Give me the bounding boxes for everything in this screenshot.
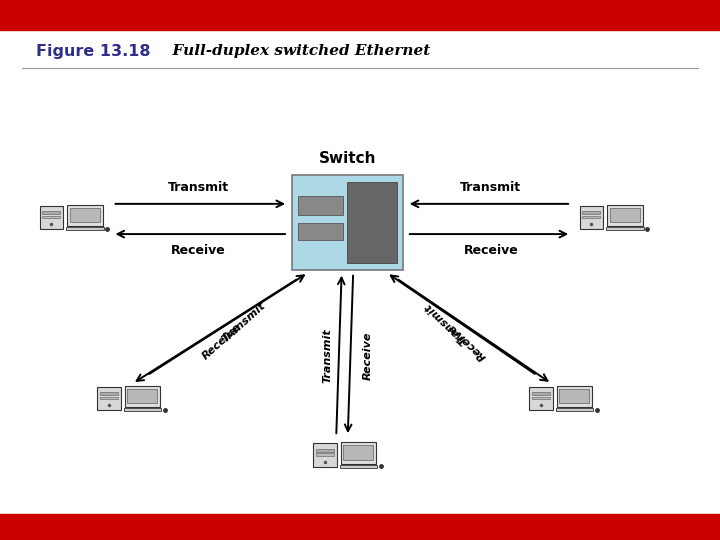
Bar: [341, 442, 376, 464]
Bar: [559, 389, 590, 403]
Bar: [292, 176, 403, 270]
Bar: [582, 215, 600, 218]
Text: Receive: Receive: [464, 244, 518, 257]
Bar: [557, 386, 593, 407]
Bar: [127, 389, 158, 403]
Bar: [556, 408, 593, 411]
Bar: [606, 227, 644, 230]
Bar: [582, 211, 600, 214]
Bar: [532, 392, 550, 395]
Bar: [97, 387, 120, 410]
Text: Transmit: Transmit: [460, 181, 521, 194]
Text: Transmit: Transmit: [323, 328, 332, 383]
Text: Transmit: Transmit: [168, 181, 229, 194]
Bar: [343, 446, 374, 460]
Text: Receive: Receive: [363, 332, 372, 380]
Text: Receive: Receive: [171, 244, 226, 257]
Text: Transmit: Transmit: [220, 301, 267, 345]
Bar: [67, 205, 103, 226]
Text: Switch: Switch: [319, 151, 376, 166]
Bar: [40, 206, 63, 230]
Bar: [66, 227, 104, 230]
Bar: [340, 465, 377, 468]
Bar: [124, 408, 161, 411]
Bar: [313, 443, 336, 467]
Bar: [100, 392, 118, 395]
Bar: [529, 387, 552, 410]
Bar: [298, 222, 343, 240]
Text: Receive: Receive: [201, 322, 243, 362]
Bar: [348, 182, 397, 264]
Text: Receive: Receive: [446, 321, 488, 362]
Bar: [100, 396, 118, 399]
Bar: [70, 208, 100, 222]
Bar: [42, 211, 60, 214]
Bar: [42, 215, 60, 218]
Bar: [532, 396, 550, 399]
Text: Figure 13.18: Figure 13.18: [36, 44, 150, 59]
Bar: [607, 205, 642, 226]
Bar: [125, 386, 160, 407]
Bar: [316, 453, 334, 456]
Text: 28: 28: [29, 517, 50, 532]
Bar: [298, 196, 343, 215]
Bar: [580, 206, 603, 230]
Bar: [610, 208, 640, 222]
Text: Transmit: Transmit: [423, 300, 469, 345]
Text: Full-duplex switched Ethernet: Full-duplex switched Ethernet: [162, 44, 431, 58]
Bar: [316, 449, 334, 451]
